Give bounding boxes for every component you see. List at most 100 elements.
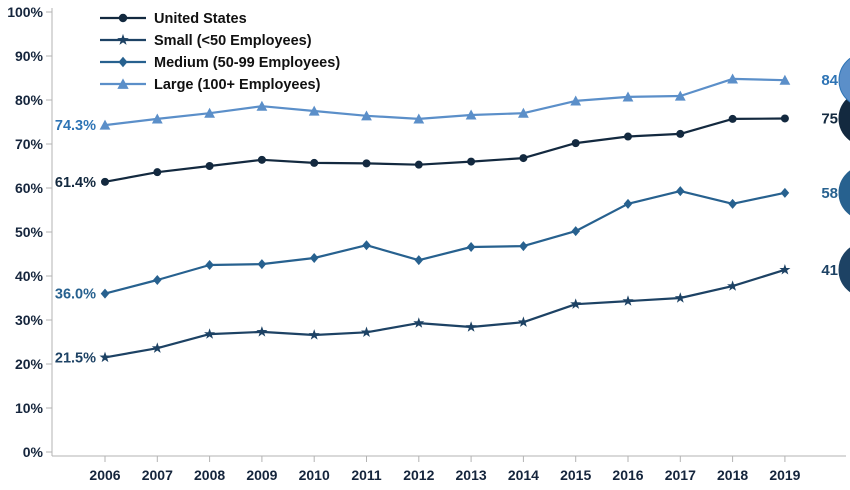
y-tick-label: 40%	[15, 268, 44, 284]
legend-item-medium-50-99-employees: Medium (50-99 Employees)	[100, 55, 340, 71]
triangle-marker	[779, 74, 791, 85]
y-tick-label: 10%	[15, 400, 44, 416]
y-tick-label: 60%	[15, 180, 44, 196]
star-marker	[151, 342, 163, 353]
end-callout-large-100-employees	[838, 57, 850, 103]
end-value-label: 58	[821, 185, 838, 202]
y-tick-label: 0%	[23, 444, 44, 460]
triangle-marker	[518, 107, 529, 118]
star-marker	[99, 351, 111, 363]
series-large-100-employees: 74.3%	[55, 73, 791, 134]
y-tick-label: 50%	[15, 224, 44, 240]
triangle-marker	[256, 100, 268, 111]
diamond-marker	[362, 240, 371, 251]
circle-marker	[101, 177, 109, 186]
triangle-marker	[727, 73, 738, 84]
legend-item-small-50-employees: Small (<50 Employees)	[100, 33, 312, 49]
star-marker	[256, 326, 268, 337]
legend: United States Small (<50 Employees) Medium…	[100, 11, 340, 93]
y-tick-label: 80%	[15, 92, 44, 108]
x-tick-label: 2017	[665, 467, 696, 483]
star-marker	[413, 317, 425, 328]
series-line	[104, 117, 785, 183]
triangle-marker	[674, 90, 686, 101]
legend-label: United States	[154, 11, 247, 27]
circle-marker	[676, 129, 685, 138]
start-value-label: 36.0%	[55, 287, 96, 303]
diamond-marker	[728, 198, 737, 209]
star-marker	[779, 264, 791, 275]
star-marker	[308, 329, 320, 340]
circle-marker	[414, 160, 423, 169]
series-united-states: 61.4%	[55, 114, 789, 191]
diamond-marker	[257, 259, 267, 270]
star-marker	[204, 328, 216, 339]
end-callout-united-states	[838, 96, 850, 141]
diamond-marker	[153, 274, 162, 285]
star-marker	[570, 298, 582, 309]
diamond-marker	[780, 187, 790, 198]
series-line	[104, 77, 785, 127]
legend-label: Large (100+ Employees)	[154, 77, 321, 93]
x-tick-label: 2018	[717, 467, 748, 483]
x-tick-label: 2013	[456, 467, 487, 483]
start-value-label: 21.5%	[55, 350, 96, 366]
legend-item-united-states: United States	[100, 11, 247, 27]
x-tick-label: 2010	[299, 467, 330, 483]
diamond-marker	[309, 252, 319, 263]
triangle-marker	[570, 95, 582, 106]
series-line	[104, 268, 786, 359]
legend-item-large-100-employees: Large (100+ Employees)	[100, 77, 321, 93]
x-tick-label: 2016	[612, 467, 643, 483]
triangle-marker	[361, 110, 372, 121]
end-value-label: 75	[821, 110, 838, 127]
triangle-marker	[117, 78, 129, 89]
triangle-marker	[622, 91, 634, 102]
diamond-marker	[466, 241, 476, 252]
triangle-marker	[151, 113, 163, 124]
diamond-marker	[118, 56, 128, 68]
y-tick-label: 20%	[15, 356, 44, 372]
circle-marker	[205, 162, 214, 170]
triangle-marker	[308, 105, 320, 116]
circle-marker	[310, 158, 319, 167]
circle-marker	[362, 159, 371, 168]
x-tick-label: 2008	[194, 467, 225, 483]
circle-marker	[728, 114, 737, 123]
axes: 0% 10% 20% 30% 40% 50% 60% 70% 80% 90% 100% 2006 200…	[7, 4, 846, 483]
diamond-marker	[519, 241, 528, 252]
series-line	[104, 190, 786, 295]
x-tick-label: 2014	[508, 467, 539, 483]
x-tick-label: 2007	[142, 467, 173, 483]
x-tick-label: 2019	[769, 467, 800, 483]
triangle-marker	[413, 113, 425, 124]
start-value-label: 74.3%	[55, 118, 96, 134]
series-medium-50-99-employees: 36.0%	[55, 186, 790, 303]
diamond-marker	[100, 288, 110, 299]
y-tick-label: 100%	[7, 4, 43, 20]
x-tick-label: 2012	[403, 467, 434, 483]
x-tick-label: 2009	[246, 467, 277, 483]
diamond-marker	[205, 260, 214, 270]
triangle-marker	[465, 109, 477, 120]
series-small-50-employees: 21.5%	[55, 264, 791, 366]
legend-label: Small (<50 Employees)	[154, 33, 312, 49]
x-tick-label: 2015	[560, 467, 591, 483]
circle-marker	[519, 154, 528, 163]
star-marker	[517, 316, 529, 327]
end-callout-medium-50-99-employees	[838, 170, 850, 216]
star-marker	[117, 33, 129, 45]
triangle-marker	[99, 119, 111, 130]
diamond-marker	[623, 198, 633, 209]
y-tick-label: 30%	[15, 312, 44, 328]
x-tick-label: 2006	[89, 467, 120, 483]
end-value-label: 84	[821, 72, 838, 89]
star-marker	[622, 295, 634, 306]
circle-marker	[780, 114, 789, 123]
end-callout-blobs: 75 41 58 84	[821, 57, 850, 293]
x-tick-label: 2011	[351, 467, 382, 483]
circle-marker	[118, 13, 128, 23]
star-marker	[465, 321, 477, 332]
